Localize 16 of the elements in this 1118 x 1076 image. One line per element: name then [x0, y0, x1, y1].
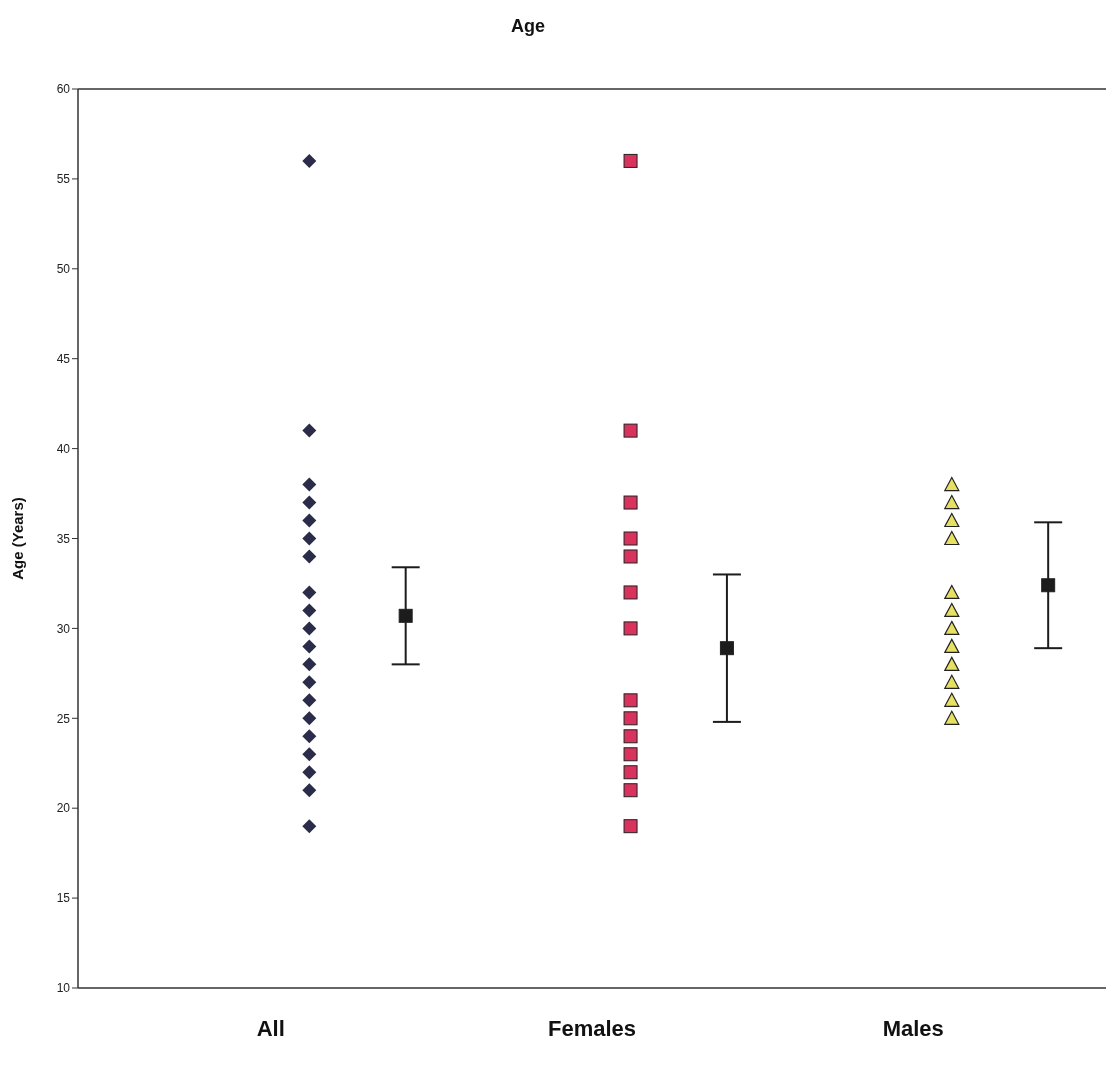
y-tick-label: 40: [56, 441, 71, 456]
chart-title: Age: [510, 16, 546, 37]
y-tick-label: 60: [56, 82, 71, 97]
x-tick-label: Females: [547, 1016, 637, 1041]
x-tick-label: Males: [882, 1016, 944, 1041]
y-tick-label: 55: [56, 172, 71, 187]
y-tick-label: 15: [56, 891, 71, 906]
y-tick-label: 10: [56, 981, 71, 996]
y-axis-title: Age (Years): [9, 497, 27, 580]
y-tick-label: 20: [56, 801, 71, 816]
x-tick-label: All: [256, 1016, 285, 1041]
y-tick-label: 50: [56, 262, 71, 277]
y-tick-label: 30: [56, 621, 71, 636]
y-tick-label: 25: [56, 711, 71, 726]
y-tick-label: 35: [56, 531, 71, 546]
y-tick-label: 45: [56, 351, 71, 366]
